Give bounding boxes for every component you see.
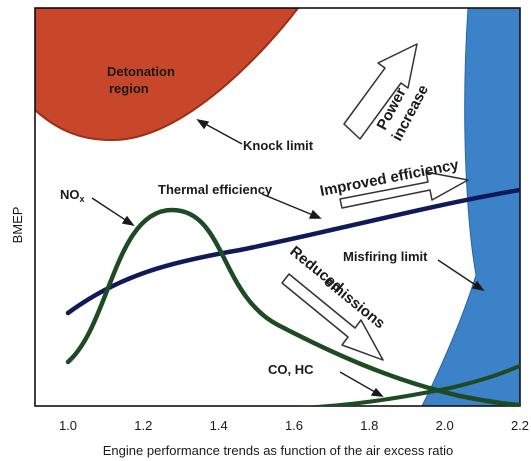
thermal-efficiency-line	[65, 187, 520, 316]
misfiring-limit-leader-head	[471, 280, 485, 292]
x-tick-label: 1.8	[360, 418, 378, 433]
knock-limit-label: Knock limit	[243, 138, 314, 153]
y-axis-title: BMEP	[10, 207, 25, 244]
reduced-emissions-arrow	[281, 273, 384, 361]
nox-label-main: NO	[60, 187, 80, 202]
x-tick-label: 1.4	[210, 418, 228, 433]
curves-layer	[65, 187, 520, 406]
detonation-label-word: Detonation	[107, 64, 175, 79]
misfiring-limit-label: Misfiring limit	[343, 249, 428, 264]
detonation-region	[35, 8, 300, 142]
co-hc-label: CO, HC	[268, 362, 314, 377]
nox-label: NOx	[60, 187, 85, 204]
thermal-efficiency-leader	[261, 193, 321, 219]
knock-limit-leader-head	[196, 118, 210, 130]
nox-leader-head	[121, 215, 135, 227]
co-hc-curve	[297, 364, 520, 406]
leader-lines	[91, 118, 485, 397]
x-tick-label: 2.2	[511, 418, 529, 433]
detonation-label-word: region	[109, 81, 149, 96]
x-tick-label: 1.0	[59, 418, 77, 433]
thermal-efficiency-label: Thermal efficiency	[158, 182, 273, 197]
thermal-efficiency-leader-head	[308, 209, 322, 219]
trend-arrows	[281, 43, 469, 361]
detonation-label-line1: Detonation region	[107, 64, 175, 96]
nox-label-sub: x	[80, 194, 85, 204]
x-tick-label: 1.2	[134, 418, 152, 433]
power-increase-arrow	[343, 43, 418, 140]
improved-efficiency-arrow	[339, 171, 469, 209]
co-hc-leader-head	[370, 387, 384, 397]
plot-frame	[34, 7, 521, 407]
nox-curve	[65, 207, 520, 406]
x-axis-title: Engine performance trends as function of…	[103, 443, 453, 458]
x-tick-label: 1.6	[285, 418, 303, 433]
x-axis-ticks: 1.0 1.2 1.4 1.6 1.8 2.0 2.2	[59, 418, 529, 433]
x-tick-label: 2.0	[436, 418, 454, 433]
